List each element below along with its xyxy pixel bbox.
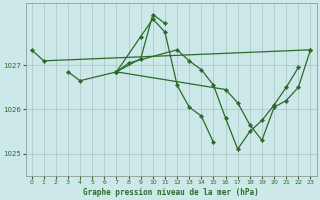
X-axis label: Graphe pression niveau de la mer (hPa): Graphe pression niveau de la mer (hPa) [83,188,259,197]
